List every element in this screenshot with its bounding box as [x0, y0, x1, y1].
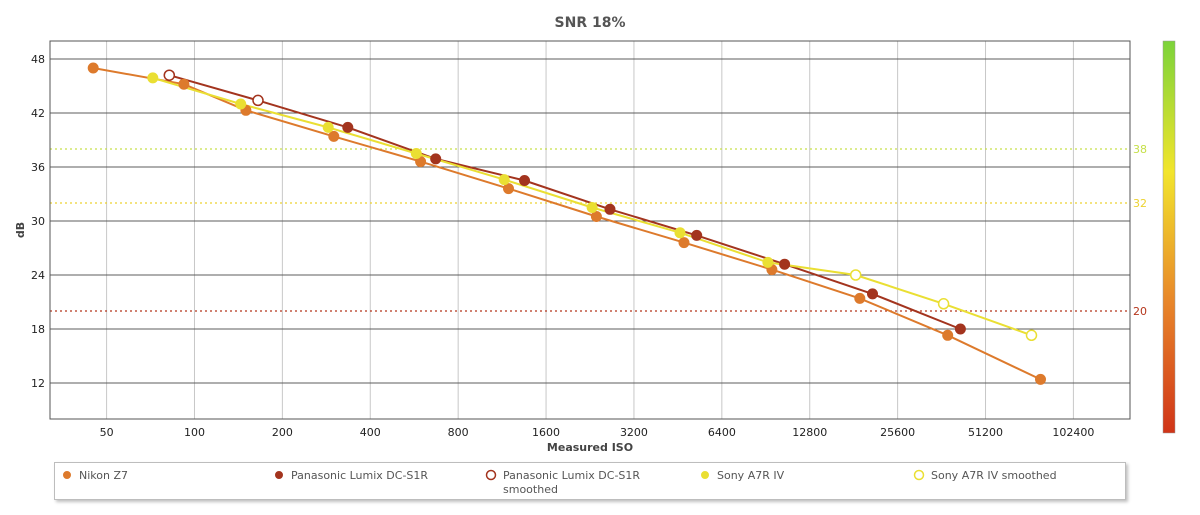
legend-label: Panasonic Lumix DC-S1R smoothed — [503, 469, 641, 496]
legend-marker-dot — [63, 471, 71, 479]
legend-item[interactable]: Sony A7R IV smoothed — [913, 469, 1113, 483]
data-point — [252, 94, 264, 107]
x-tick-label: 3200 — [620, 426, 648, 439]
data-point — [147, 72, 159, 84]
data-point — [519, 175, 530, 186]
data-point — [849, 269, 862, 281]
x-tick-label: 1600 — [532, 426, 560, 439]
legend-marker-dot — [275, 471, 283, 479]
data-point — [691, 229, 703, 241]
data-point — [342, 121, 354, 133]
x-tick-label: 6400 — [708, 426, 736, 439]
legend-marker-dot — [701, 471, 709, 479]
x-tick-label: 50 — [100, 426, 114, 439]
legend-item[interactable]: Panasonic Lumix DC-S1R smoothed — [485, 469, 675, 497]
legend-item[interactable]: Panasonic Lumix DC-S1R — [273, 469, 473, 483]
legend-label: Nikon Z7 — [79, 469, 128, 482]
x-tick-label: 12800 — [792, 426, 827, 439]
reference-line-label: 38 — [1133, 143, 1147, 156]
data-point — [1035, 373, 1046, 385]
colorbar — [1162, 40, 1176, 434]
x-tick-label: 100 — [184, 426, 205, 439]
data-point — [954, 323, 966, 335]
y-tick-label: 30 — [31, 215, 45, 228]
legend-marker-dot — [913, 469, 925, 481]
x-axis-label: Measured ISO — [547, 441, 633, 454]
legend-item[interactable]: Nikon Z7 — [61, 469, 261, 483]
series — [87, 62, 1046, 385]
data-point — [163, 69, 176, 81]
y-tick-label: 24 — [31, 269, 45, 282]
data-point — [762, 256, 774, 268]
x-tick-label: 51200 — [968, 426, 1003, 439]
data-point — [410, 148, 422, 159]
data-point — [937, 298, 950, 310]
data-point — [322, 121, 334, 133]
data-point — [178, 78, 190, 90]
data-point — [590, 211, 602, 222]
legend-marker — [275, 471, 283, 479]
data-point — [854, 292, 866, 304]
legend-marker — [701, 471, 709, 479]
data-point — [586, 202, 598, 213]
legend-marker-dot — [485, 469, 497, 481]
legend-label: Sony A7R IV smoothed — [931, 469, 1057, 482]
y-axis-label: dB — [14, 222, 27, 238]
legend-label: Panasonic Lumix DC-S1R — [291, 469, 429, 482]
legend-label: Sony A7R IV — [717, 469, 785, 482]
y-tick-label: 18 — [31, 323, 45, 336]
legend-item[interactable]: Sony A7R IV — [699, 469, 899, 483]
data-point — [503, 183, 514, 195]
chart-svg: SNR 18% 38 32 20 50 100 200 400 800 1600 3200 640… — [14, 15, 1176, 454]
grid — [50, 41, 1130, 419]
y-tick-label: 36 — [31, 161, 45, 174]
data-point — [942, 329, 954, 341]
y-tick-label: 12 — [31, 377, 45, 390]
y-axis-ticks: 12 18 24 30 36 42 48 — [31, 53, 45, 390]
x-tick-label: 200 — [272, 426, 293, 439]
legend-marker — [485, 469, 497, 481]
x-tick-label: 800 — [448, 426, 469, 439]
legend-marker — [63, 471, 71, 479]
data-point — [867, 288, 878, 300]
chart-title: SNR 18% — [555, 15, 626, 31]
y-tick-label: 48 — [31, 53, 45, 66]
data-point — [1025, 329, 1038, 342]
legend: Nikon Z7 Panasonic Lumix DC-S1R Panasonic … — [54, 462, 1126, 500]
plot-area — [49, 40, 1131, 420]
data-point — [604, 203, 616, 215]
reference-line-label: 20 — [1133, 305, 1147, 318]
data-point — [678, 237, 690, 249]
data-point — [87, 62, 99, 74]
x-tick-label: 400 — [360, 426, 381, 439]
data-point — [674, 227, 686, 239]
data-point — [235, 98, 247, 110]
x-tick-label: 102400 — [1052, 426, 1094, 439]
series-line — [93, 67, 1041, 381]
series-line — [169, 74, 961, 330]
y-tick-label: 42 — [31, 107, 45, 120]
x-tick-label: 25600 — [880, 426, 915, 439]
reference-line-label: 32 — [1133, 197, 1147, 210]
data-point — [328, 130, 340, 142]
x-axis-ticks: 50 100 200 400 800 1600 3200 6400 12800 25600 5120… — [100, 426, 1095, 439]
legend-marker — [913, 469, 925, 481]
reference-lines: 38 32 20 — [50, 143, 1147, 318]
data-point — [498, 174, 510, 186]
data-point — [779, 258, 791, 270]
data-point — [430, 153, 442, 165]
